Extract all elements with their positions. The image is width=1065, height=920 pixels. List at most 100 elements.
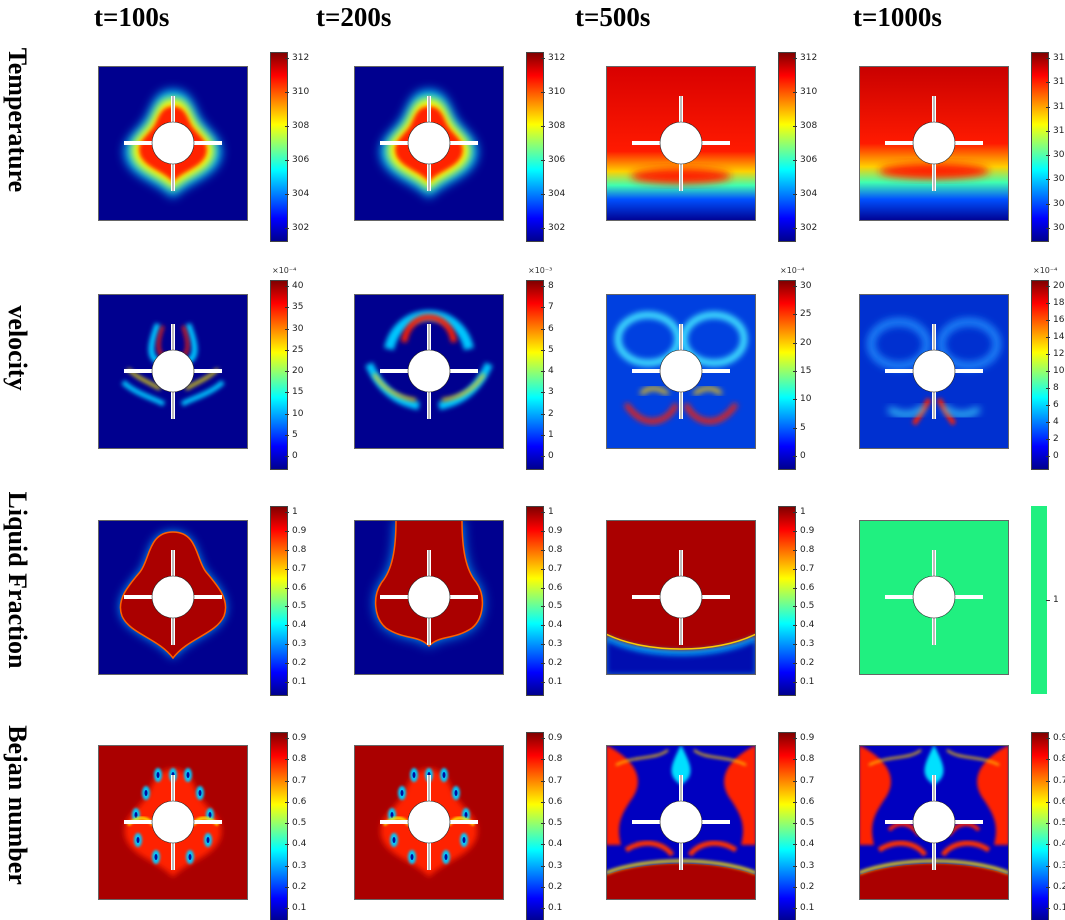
colorbar-tick-label: 4 xyxy=(541,366,554,376)
colorbar-tick-label: 0.8 xyxy=(792,544,815,555)
colorbar-tick-label: 307 xyxy=(1045,199,1065,209)
colorbar-tick-label: 25 xyxy=(284,344,304,355)
colorbar-tick-label: 10 xyxy=(792,394,812,405)
colorbar-multiplier: ×10⁻⁴ xyxy=(1033,266,1058,275)
colorbar-tick-label: 308 xyxy=(792,121,818,131)
colorbar-tick-label: 30 xyxy=(284,323,304,334)
colorbar-tick-label: 12 xyxy=(1045,349,1065,359)
colorbar-tick-label: 0.7 xyxy=(1045,776,1065,786)
liquid-fraction-contour-plot xyxy=(98,520,248,675)
colorbar-tick-label: 0.4 xyxy=(284,620,307,631)
temperature-contour-plot xyxy=(98,66,248,221)
colorbar-tick-label: 0.9 xyxy=(792,525,815,536)
colorbar-tick-label: 0.3 xyxy=(792,639,815,650)
colorbar-tick-label: 302 xyxy=(540,223,566,233)
colorbar xyxy=(1031,732,1049,920)
colorbar-tick-label: 306 xyxy=(540,155,566,165)
colorbar-tick-label: 0.7 xyxy=(284,775,307,786)
colorbar-tick-label: 1 xyxy=(285,507,298,517)
colorbar-tick-label: 302 xyxy=(792,223,818,233)
temperature-contour-plot xyxy=(354,66,504,221)
colorbar-tick-label: 6 xyxy=(541,323,554,334)
colorbar-tick-label: 309 xyxy=(1045,151,1065,160)
colorbar-tick-label: 0.6 xyxy=(284,796,307,807)
colorbar-tick-label: 308 xyxy=(284,121,310,131)
colorbar xyxy=(778,506,796,696)
colorbar-tick-label: 0.1 xyxy=(284,677,307,687)
colorbar-tick-label: 0.2 xyxy=(792,881,815,892)
colorbar xyxy=(270,280,288,470)
colorbar-tick-label: 0.6 xyxy=(540,582,563,593)
colorbar-tick-label: 0.6 xyxy=(792,582,815,593)
colorbar-tick-label: 0.9 xyxy=(1045,734,1065,743)
colorbar-tick-label: 7 xyxy=(541,302,554,313)
colorbar-tick-label: 20 xyxy=(1045,281,1065,291)
colorbar xyxy=(778,732,796,920)
colorbar-tick-label: 0.2 xyxy=(792,658,815,669)
colorbar-tick-label: 0 xyxy=(793,451,806,461)
colorbar-tick-label: 304 xyxy=(284,189,310,199)
colorbar xyxy=(270,506,288,696)
bejan-number-contour-plot xyxy=(859,745,1009,900)
colorbar-tick-label: 308 xyxy=(540,121,566,131)
colorbar-tick-label: 0.3 xyxy=(284,860,307,871)
temperature-contour-plot xyxy=(859,66,1009,221)
colorbar-tick-label: 0.1 xyxy=(792,903,815,913)
colorbar-tick-label: 0.8 xyxy=(540,544,563,555)
colorbar-tick-label: 6 xyxy=(1046,400,1059,410)
colorbar-tick-label: 0.8 xyxy=(284,544,307,555)
colorbar xyxy=(526,732,544,920)
velocity-contour-plot xyxy=(354,294,504,449)
colorbar-tick-label: 306 xyxy=(284,155,310,165)
colorbar-tick-label: 0.9 xyxy=(540,733,563,743)
colorbar-tick-label: 308 xyxy=(1045,175,1065,184)
colorbar-tick-label: 306 xyxy=(1045,224,1065,233)
colorbar-tick-label: 0.6 xyxy=(1045,797,1065,807)
colorbar-tick-label: 1 xyxy=(1046,595,1059,605)
colorbar-tick-label: 0.5 xyxy=(1045,819,1065,828)
colorbar-multiplier: ×10⁻⁴ xyxy=(272,266,297,275)
colorbar-tick-label: 0.5 xyxy=(284,601,307,612)
colorbar-tick-label: 310 xyxy=(540,87,566,97)
colorbar-tick-label: 0.2 xyxy=(284,658,307,669)
colorbar-tick-label: 312 xyxy=(1045,78,1065,87)
velocity-contour-plot xyxy=(859,294,1009,449)
colorbar-tick-label: 0.2 xyxy=(540,658,563,669)
colorbar xyxy=(1031,280,1049,470)
colorbar-tick-label: 0.6 xyxy=(540,796,563,807)
colorbar-tick-label: 0.4 xyxy=(540,839,563,850)
colorbar-tick-label: 0.8 xyxy=(540,754,563,765)
colorbar-tick-label: 1 xyxy=(541,429,554,440)
colorbar-tick-label: 0.7 xyxy=(540,563,563,574)
colorbar-tick-label: 0.4 xyxy=(540,620,563,631)
colorbar-tick-label: 14 xyxy=(1045,332,1065,342)
colorbar-tick-label: 20 xyxy=(792,337,812,348)
colorbar xyxy=(1031,52,1049,242)
colorbar-tick-label: 0.9 xyxy=(540,525,563,536)
colorbar-tick-label: 0.4 xyxy=(284,839,307,850)
colorbar-multiplier: ×10⁻³ xyxy=(528,266,553,275)
colorbar-tick-label: 0.6 xyxy=(284,582,307,593)
colorbar-tick-label: 306 xyxy=(792,155,818,165)
colorbar-tick-label: 8 xyxy=(1046,383,1059,393)
colorbar-tick-label: 311 xyxy=(1045,102,1065,112)
colorbar-tick-label: 310 xyxy=(792,87,818,97)
colorbar-tick-label: 0.5 xyxy=(792,601,815,612)
colorbar-tick-label: 20 xyxy=(284,366,304,376)
colorbar-tick-label: 313 xyxy=(1045,54,1065,63)
colorbar-tick-label: 15 xyxy=(284,387,304,398)
colorbar-tick-label: 0.5 xyxy=(284,818,307,828)
colorbar-tick-label: 5 xyxy=(285,429,298,440)
colorbar-tick-label: 0.4 xyxy=(1045,840,1065,849)
colorbar-tick-label: 0.8 xyxy=(792,754,815,765)
colorbar-tick-label: 5 xyxy=(541,344,554,355)
colorbar-tick-label: 3 xyxy=(541,387,554,398)
colorbar-tick-label: 10 xyxy=(284,408,304,419)
velocity-contour-plot xyxy=(98,294,248,449)
bejan-number-contour-plot xyxy=(606,745,756,900)
colorbar-tick-label: 0.9 xyxy=(284,525,307,536)
colorbar-multiplier: ×10⁻⁴ xyxy=(780,266,805,275)
colorbar-tick-label: 8 xyxy=(541,281,554,291)
velocity-contour-plot xyxy=(606,294,756,449)
row-label-velocity: velocity xyxy=(3,305,32,391)
